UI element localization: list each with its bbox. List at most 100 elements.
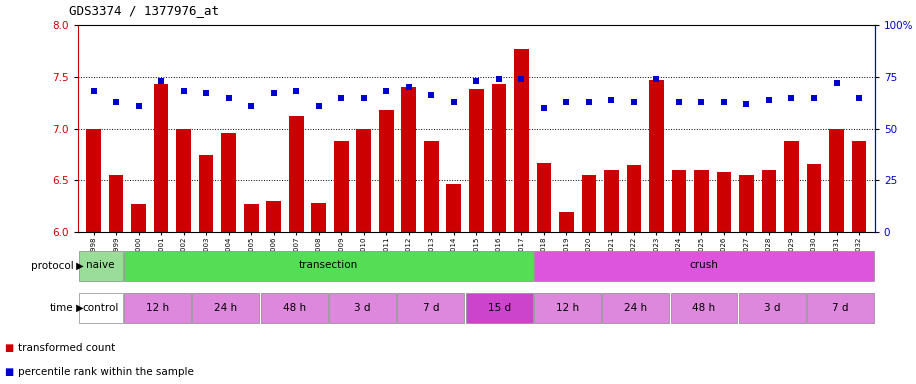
Text: transection: transection [299,260,358,270]
Text: control: control [82,303,119,313]
Text: ■: ■ [5,343,14,353]
Point [401,84,416,90]
Text: 12 h: 12 h [146,303,169,313]
Point [222,94,236,101]
Bar [222,133,236,232]
Text: crush: crush [690,260,718,270]
Text: ▶: ▶ [73,261,84,271]
Bar [192,293,259,323]
Bar [379,110,394,232]
Text: 48 h: 48 h [283,303,306,313]
Bar [671,293,737,323]
Text: 48 h: 48 h [692,303,715,313]
Text: 15 d: 15 d [487,303,510,313]
Point [334,94,349,101]
Bar [739,175,754,232]
Point [289,88,303,94]
Point [559,99,573,105]
Point [424,93,439,99]
Point [446,99,461,105]
Bar [534,293,601,323]
Point [716,99,731,105]
Point [311,103,326,109]
Text: protocol: protocol [30,261,73,271]
Point [829,80,844,86]
Point [267,90,281,96]
Bar [739,293,806,323]
Bar [446,184,461,232]
Text: 3 d: 3 d [764,303,780,313]
Bar [177,129,191,232]
Bar [154,84,169,232]
Bar [261,293,328,323]
Bar [694,170,709,232]
Point [604,96,618,103]
Bar [602,293,670,323]
Point [109,99,124,105]
Bar [311,203,326,232]
Text: 7 d: 7 d [422,303,439,313]
Bar [356,129,371,232]
Text: 7 d: 7 d [833,303,849,313]
Point [379,88,394,94]
Bar [79,293,123,323]
Bar [716,172,731,232]
Bar [124,293,191,323]
Point [469,78,484,84]
Bar [131,204,146,232]
Point [154,78,169,84]
Bar [334,141,349,232]
Point [784,94,799,101]
Bar [79,251,123,281]
Bar [244,204,258,232]
Bar [784,141,799,232]
Bar [534,251,874,281]
Bar [582,175,596,232]
Bar [492,84,507,232]
Point [199,90,213,96]
Bar [469,89,484,232]
Text: transformed count: transformed count [18,343,115,353]
Bar [424,141,439,232]
Bar [289,116,303,232]
Point [761,96,776,103]
Point [86,88,101,94]
Bar [401,87,416,232]
Point [177,88,191,94]
Bar [559,212,573,232]
Point [671,99,686,105]
Point [627,99,641,105]
Text: GDS3374 / 1377976_at: GDS3374 / 1377976_at [69,4,219,17]
Bar [398,293,464,323]
Bar [124,251,532,281]
Bar [514,49,529,232]
Bar [199,155,213,232]
Point [492,76,507,82]
Bar [807,293,874,323]
Point [537,105,551,111]
Bar [807,164,822,232]
Bar [267,201,281,232]
Text: 3 d: 3 d [354,303,371,313]
Text: percentile rank within the sample: percentile rank within the sample [18,367,194,377]
Point [649,76,664,82]
Bar [109,175,124,232]
Point [807,94,822,101]
Text: ■: ■ [5,367,14,377]
Point [852,94,867,101]
Text: time: time [49,303,73,313]
Text: naive: naive [86,260,114,270]
Bar [537,163,551,232]
Text: 12 h: 12 h [556,303,579,313]
Bar [671,170,686,232]
Bar [604,170,618,232]
Text: 24 h: 24 h [214,303,237,313]
Point [694,99,709,105]
Point [356,94,371,101]
Bar [852,141,867,232]
Bar [329,293,396,323]
Point [582,99,596,105]
Point [131,103,146,109]
Bar [86,129,101,232]
Bar [627,165,641,232]
